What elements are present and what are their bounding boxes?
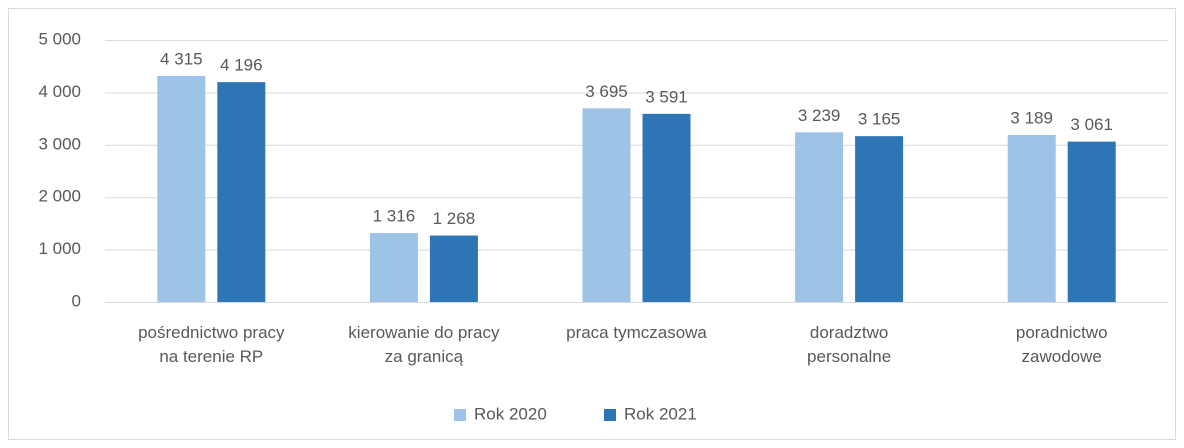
x-tick-label-line: praca tymczasowa <box>566 323 707 342</box>
bar <box>217 82 266 302</box>
bar <box>855 136 904 302</box>
bar <box>1067 141 1116 302</box>
bar <box>369 233 418 302</box>
y-tick-label: 3 000 <box>38 134 81 153</box>
x-tick-label: doradztwo personalne <box>807 323 891 366</box>
legend-label: Rok 2021 <box>624 404 697 423</box>
bar <box>157 75 206 302</box>
x-tick-label-line: poradnictwo <box>1016 323 1108 342</box>
value-label: 1 268 <box>433 209 476 228</box>
x-tick-label-line: pośrednictwo pracy <box>138 323 285 342</box>
x-tick-label: kierowanie do pracy za granicą <box>348 323 500 366</box>
value-label: 4 196 <box>220 56 263 75</box>
bar <box>582 108 631 302</box>
x-tick-label: poradnictwo zawodowe <box>1016 323 1108 366</box>
value-label: 1 316 <box>373 207 416 226</box>
bar <box>642 113 691 302</box>
bar <box>795 132 844 302</box>
legend-swatch <box>604 409 616 421</box>
x-tick-label: pośrednictwo pracy na terenie RP <box>138 323 285 366</box>
bar <box>429 235 478 302</box>
legend-label: Rok 2020 <box>474 404 547 423</box>
x-tick-label-line: kierowanie do pracy <box>348 323 500 342</box>
y-tick-label: 1 000 <box>38 239 81 258</box>
bar <box>1007 134 1056 302</box>
value-label: 3 239 <box>798 106 841 125</box>
x-tick-label-line: personalne <box>807 347 891 366</box>
y-tick-label: 5 000 <box>38 29 81 48</box>
value-label: 4 315 <box>160 49 203 68</box>
legend-swatch <box>454 409 466 421</box>
y-tick-label: 2 000 <box>38 187 81 206</box>
y-tick-label: 4 000 <box>38 82 81 101</box>
x-tick-label-line: doradztwo <box>810 323 888 342</box>
y-tick-label: 0 <box>72 291 81 310</box>
value-label: 3 591 <box>645 87 688 106</box>
x-tick-label: praca tymczasowa <box>566 323 707 342</box>
x-tick-label-line: na terenie RP <box>159 347 263 366</box>
value-label: 3 695 <box>585 82 628 101</box>
value-label: 3 061 <box>1070 115 1113 134</box>
value-label: 3 189 <box>1010 108 1053 127</box>
value-label: 3 165 <box>858 110 901 129</box>
x-tick-label-line: za granicą <box>385 347 464 366</box>
x-tick-label-line: zawodowe <box>1022 347 1102 366</box>
